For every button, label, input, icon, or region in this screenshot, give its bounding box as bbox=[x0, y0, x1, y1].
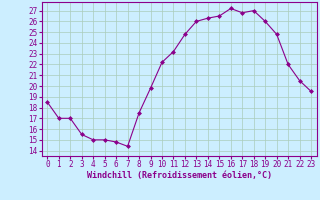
X-axis label: Windchill (Refroidissement éolien,°C): Windchill (Refroidissement éolien,°C) bbox=[87, 171, 272, 180]
